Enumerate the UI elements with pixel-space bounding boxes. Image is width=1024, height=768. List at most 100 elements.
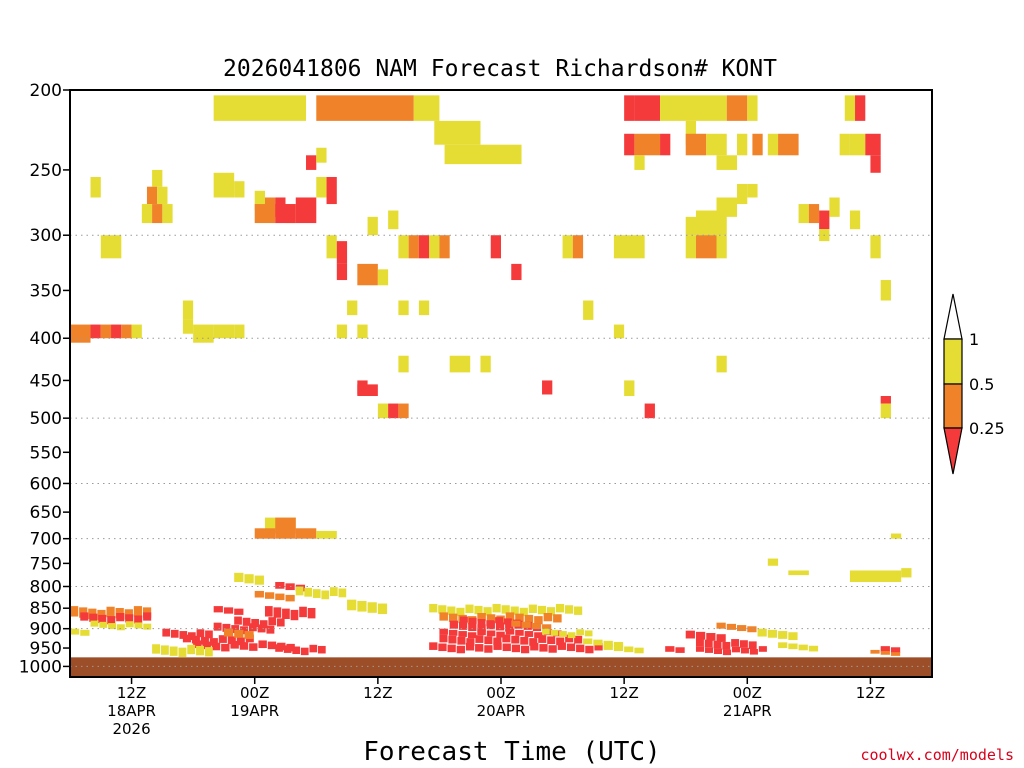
ri-cell bbox=[306, 155, 317, 170]
ri-cell bbox=[439, 612, 448, 621]
ri-cell bbox=[747, 183, 758, 198]
ri-cell bbox=[295, 586, 304, 596]
ri-cell bbox=[556, 637, 565, 646]
ri-cell bbox=[458, 631, 467, 637]
ri-cell bbox=[196, 645, 204, 656]
ri-cell bbox=[538, 635, 547, 643]
ri-cell bbox=[529, 638, 538, 646]
ri-cell bbox=[134, 622, 143, 629]
x-tick-label: 21APR bbox=[723, 702, 772, 720]
ri-cell bbox=[737, 133, 748, 156]
ri-cell bbox=[107, 616, 116, 625]
ri-cell bbox=[505, 628, 515, 635]
y-tick-label: 1000 bbox=[19, 657, 62, 677]
ri-cell bbox=[152, 169, 163, 187]
ri-cell bbox=[275, 204, 286, 224]
ri-cell bbox=[295, 197, 317, 224]
ri-cell bbox=[808, 204, 820, 224]
ri-cell bbox=[162, 628, 171, 637]
ri-cell bbox=[141, 204, 153, 224]
ri-cell bbox=[716, 197, 738, 217]
ri-cell bbox=[594, 642, 603, 651]
ri-cell bbox=[457, 636, 466, 645]
ri-cell bbox=[292, 646, 301, 655]
grid-lines bbox=[70, 234, 932, 667]
ri-cell bbox=[205, 630, 213, 639]
colorbar-legend: 1 0.5 0.25 bbox=[943, 293, 1005, 475]
ri-cell bbox=[336, 263, 348, 281]
ri-cell bbox=[146, 186, 158, 205]
ri-cell bbox=[178, 647, 187, 657]
plot-area bbox=[70, 95, 932, 677]
ri-cell bbox=[223, 628, 234, 637]
ri-cell bbox=[70, 324, 91, 343]
ri-cell bbox=[160, 645, 169, 655]
ri-cell bbox=[603, 644, 613, 650]
ri-cell bbox=[367, 602, 377, 613]
ri-cell bbox=[125, 614, 134, 623]
ri-cell bbox=[880, 396, 891, 404]
ri-cell bbox=[880, 280, 891, 301]
ri-cell bbox=[572, 235, 584, 259]
y-tick-label: 950 bbox=[30, 639, 62, 659]
ri-cell bbox=[890, 652, 901, 656]
ri-cell bbox=[285, 204, 296, 224]
ri-cell bbox=[685, 235, 696, 259]
ri-cell bbox=[739, 640, 748, 648]
ri-cell bbox=[398, 235, 409, 259]
ri-cell bbox=[182, 300, 194, 320]
ri-cell bbox=[685, 120, 696, 145]
ri-cell bbox=[264, 592, 275, 599]
ri-cell bbox=[788, 632, 798, 641]
ri-cell bbox=[511, 635, 520, 644]
ri-cell bbox=[502, 643, 511, 652]
ri-cell bbox=[131, 324, 142, 339]
ri-cell bbox=[849, 133, 866, 156]
ri-cell bbox=[209, 638, 218, 646]
ri-cell bbox=[408, 235, 419, 259]
ri-cell bbox=[706, 633, 716, 641]
ri-cell bbox=[307, 607, 316, 619]
ri-cell bbox=[169, 646, 178, 656]
ri-cell bbox=[285, 594, 295, 602]
ri-cell bbox=[788, 643, 798, 650]
ri-cell bbox=[542, 380, 553, 395]
ri-cell bbox=[312, 589, 321, 598]
ri-cell bbox=[855, 95, 866, 121]
ri-cell bbox=[204, 647, 213, 657]
ri-cell bbox=[511, 263, 522, 281]
ri-cell bbox=[321, 590, 330, 600]
ri-cell bbox=[634, 155, 645, 170]
ri-cell bbox=[844, 95, 856, 121]
ri-cell bbox=[767, 133, 779, 156]
ri-cell bbox=[543, 613, 553, 622]
ri-cell bbox=[767, 629, 778, 638]
x-tick-label: 18APR bbox=[107, 702, 156, 720]
ri-cell bbox=[316, 530, 337, 539]
ri-cell bbox=[555, 603, 565, 613]
ri-cell bbox=[519, 607, 528, 617]
ri-cell bbox=[505, 623, 514, 632]
x-tick-label: 12Z bbox=[117, 684, 146, 702]
ri-cell bbox=[448, 635, 457, 644]
x-tick-label: 00Z bbox=[486, 684, 515, 702]
ri-cell bbox=[193, 640, 202, 649]
ri-cell bbox=[429, 642, 438, 650]
ri-cell bbox=[329, 587, 338, 596]
ri-cell bbox=[266, 625, 275, 634]
ri-cell bbox=[234, 608, 244, 615]
y-tick-label: 450 bbox=[30, 371, 62, 391]
ri-cell bbox=[477, 629, 486, 636]
ri-cell bbox=[559, 631, 567, 637]
ri-cell bbox=[484, 645, 493, 653]
ri-cell bbox=[726, 623, 736, 630]
ground-shading bbox=[70, 657, 932, 677]
ri-cell bbox=[644, 403, 655, 419]
ri-cell bbox=[234, 616, 242, 625]
ri-cell bbox=[152, 204, 163, 224]
y-tick-label: 700 bbox=[30, 530, 62, 550]
ri-cell bbox=[275, 644, 283, 652]
ri-cell bbox=[731, 639, 740, 647]
ri-cell bbox=[713, 648, 723, 655]
ri-cell bbox=[511, 620, 521, 627]
